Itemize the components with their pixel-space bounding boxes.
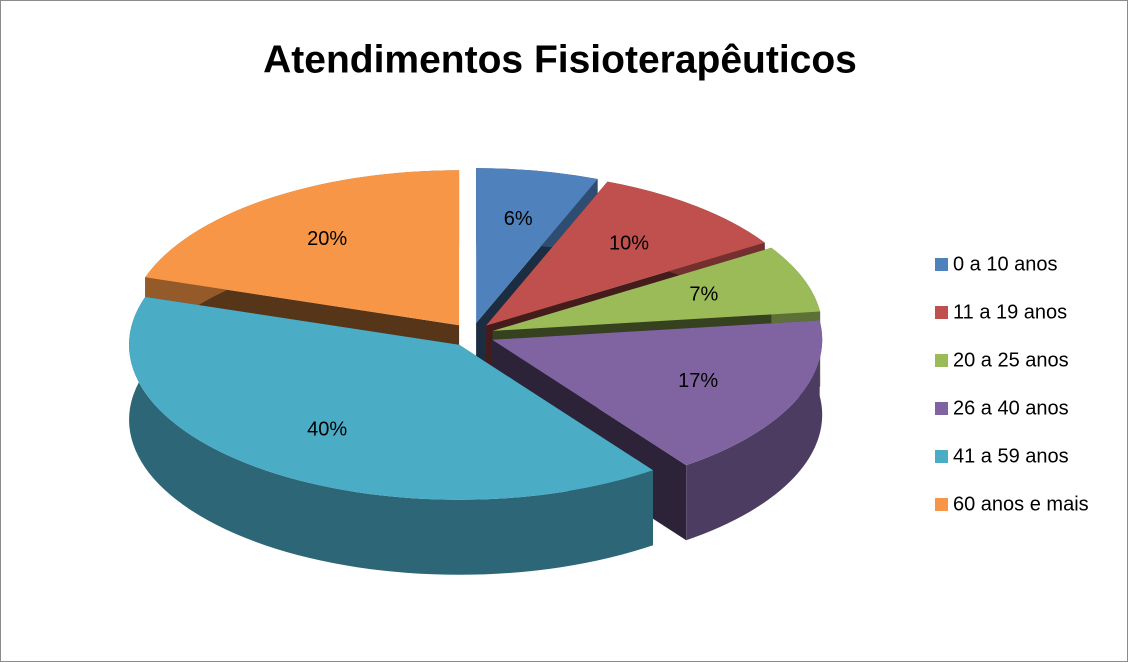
slice: [492, 320, 823, 466]
legend-swatch: [935, 498, 948, 511]
data-label: 40%: [307, 418, 347, 440]
data-label: 17%: [678, 370, 718, 392]
slice-wall: [129, 296, 654, 575]
slice: [486, 181, 765, 326]
slice: [476, 168, 598, 324]
chart-title: Atendimentos Fisioterapêuticos: [263, 38, 857, 81]
data-label: 10%: [609, 233, 649, 255]
slice: [129, 296, 654, 500]
data-label: 7%: [689, 283, 718, 305]
legend-swatch: [935, 354, 948, 367]
legend-label: 26 a 40 anos: [953, 397, 1069, 419]
legend-swatch: [935, 306, 948, 319]
legend-label: 60 anos e mais: [953, 493, 1089, 515]
data-label: 20%: [307, 228, 347, 250]
legend-label: 41 a 59 anos: [953, 445, 1069, 467]
slice: [492, 247, 821, 331]
legend-label: 20 a 25 anos: [953, 349, 1069, 371]
legend-swatch: [935, 258, 948, 271]
legend-swatch: [935, 402, 948, 415]
legend-label: 11 a 19 anos: [953, 301, 1067, 323]
slice: [145, 170, 460, 326]
legend-swatch: [935, 450, 948, 463]
slice-wall: [686, 320, 823, 541]
legend-label: 0 a 10 anos: [953, 253, 1058, 275]
data-label: 6%: [504, 208, 533, 230]
